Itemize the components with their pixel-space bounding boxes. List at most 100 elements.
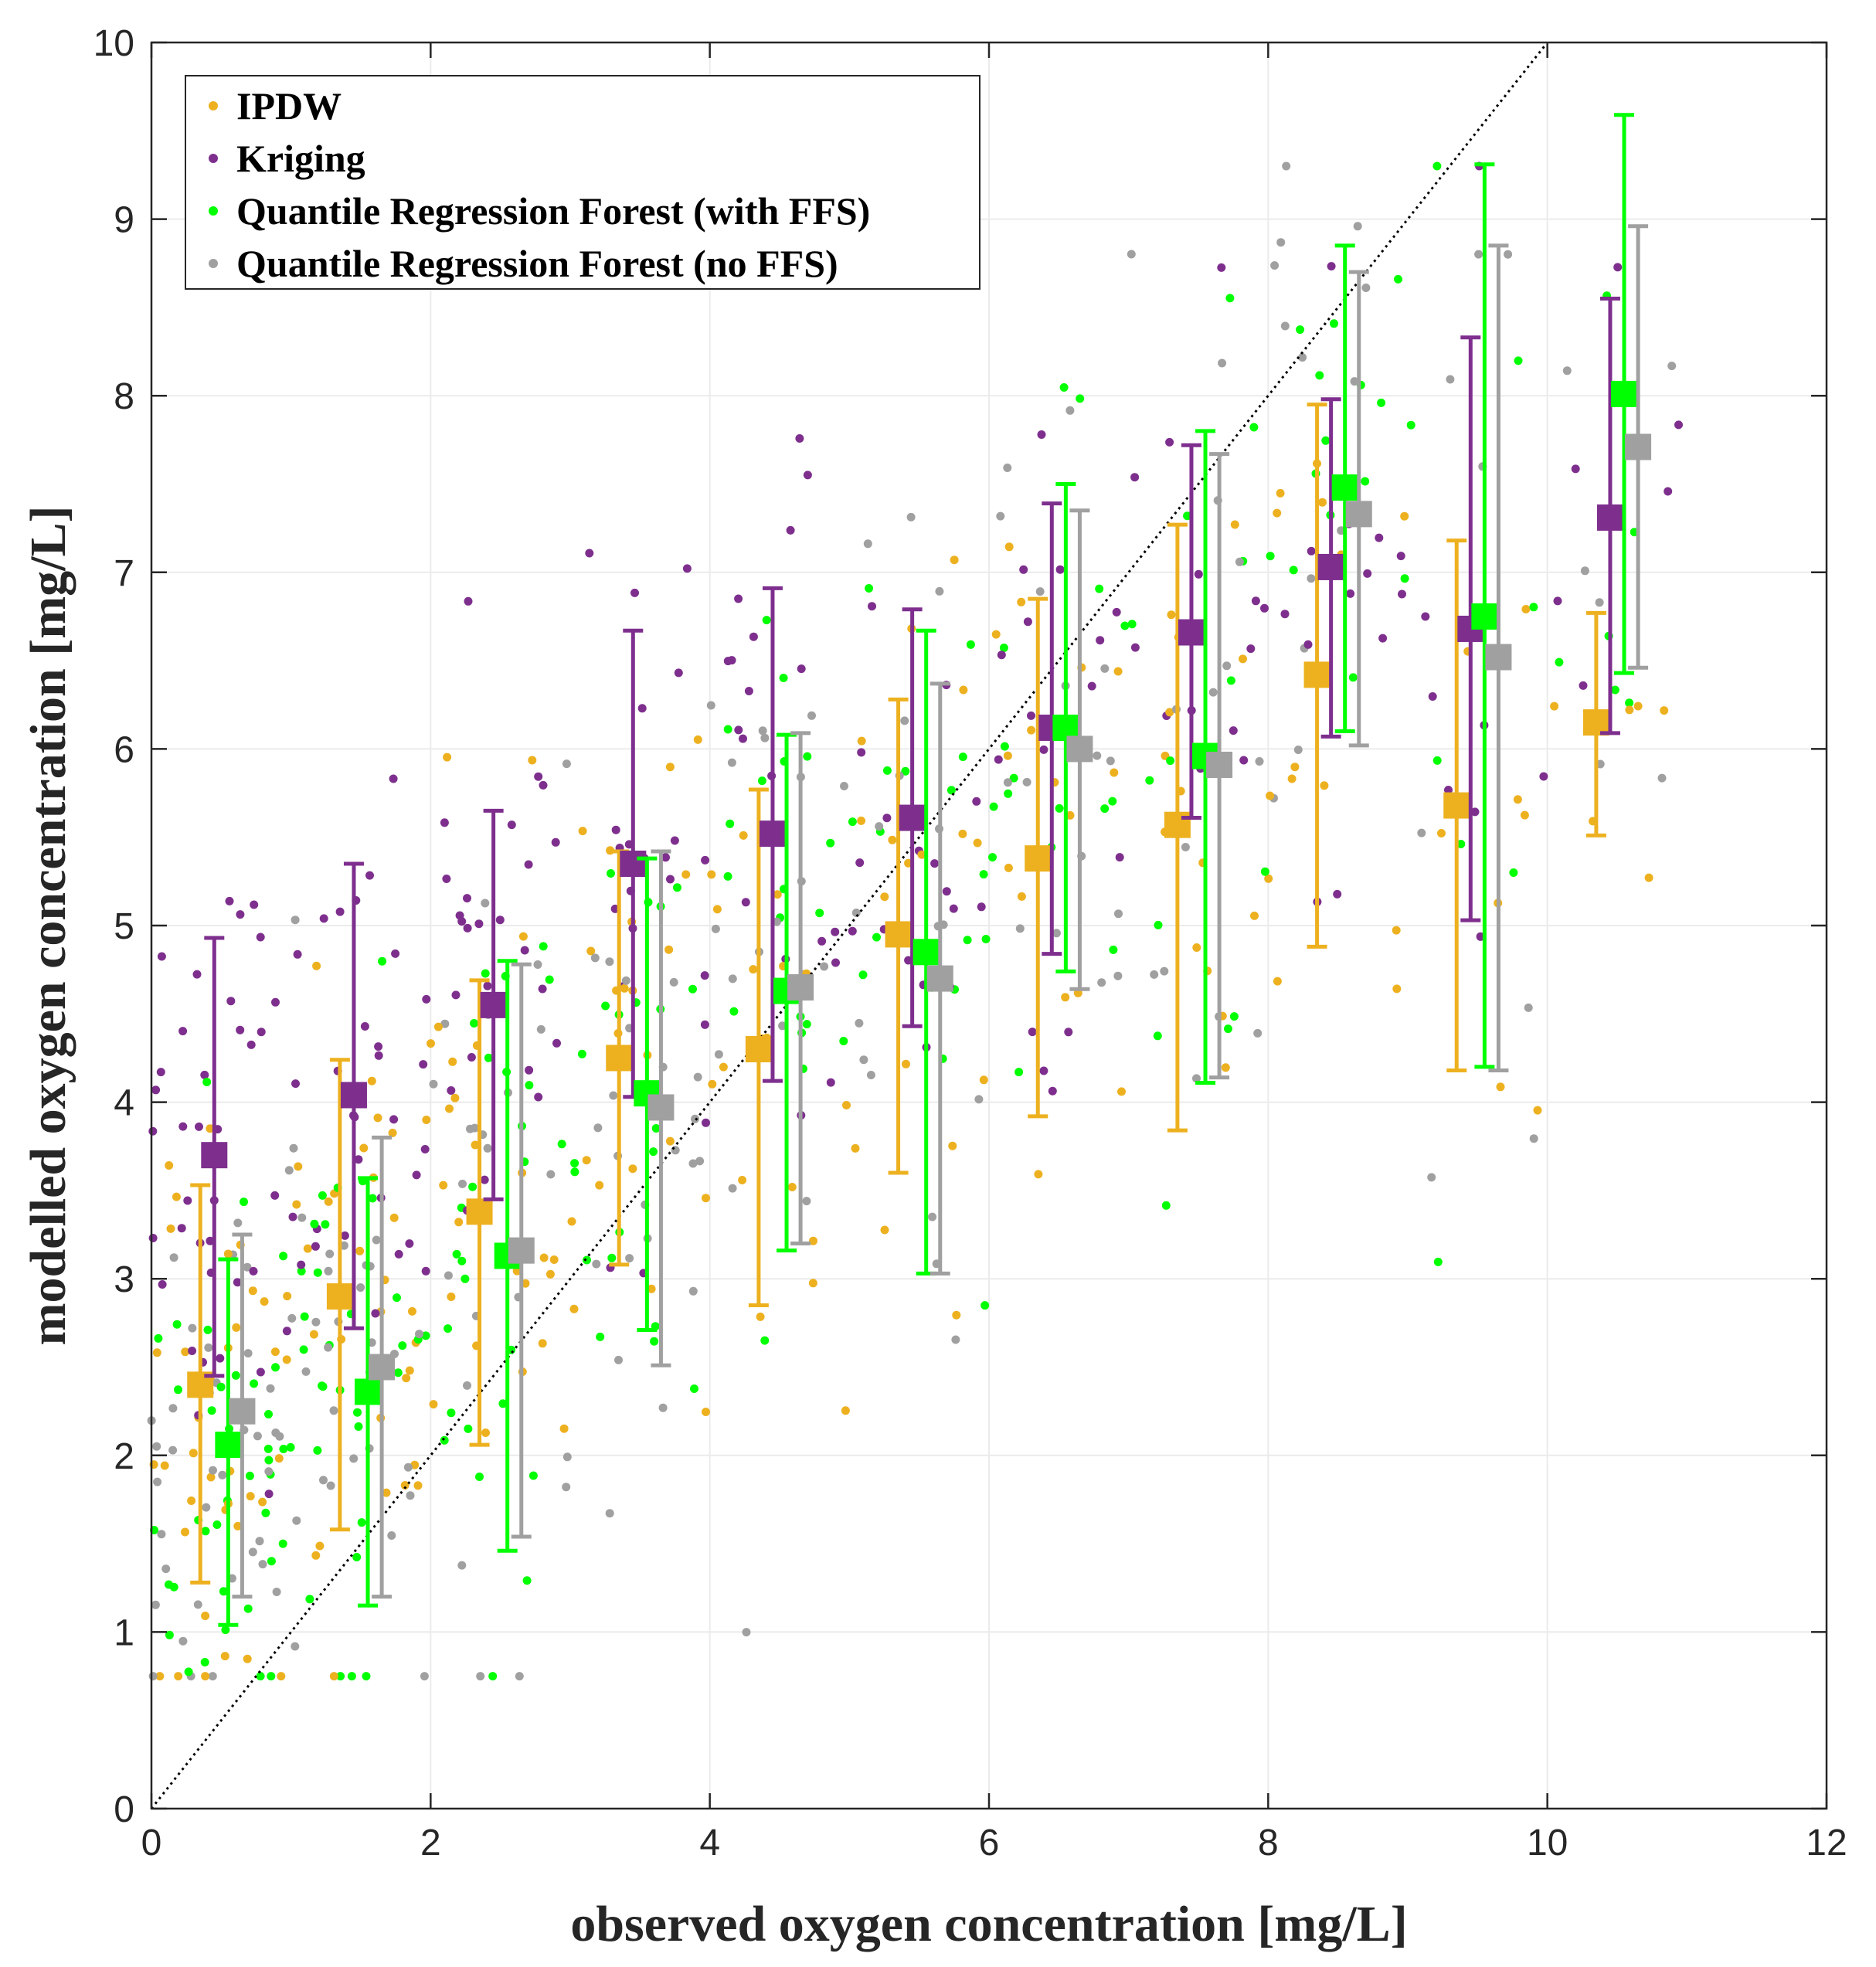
scatter-point [202,1078,212,1086]
scatter-point [208,1672,217,1681]
scatter-point [243,1262,252,1272]
scatter-point [1524,1003,1533,1012]
scatter-point [249,1266,258,1276]
scatter-point [206,1124,215,1133]
scatter-point [1657,773,1667,783]
scatter-point [803,471,812,480]
median-marker [745,1036,772,1063]
scatter-point [250,1379,259,1388]
scatter-point [734,594,743,603]
scatter-point [1161,1201,1171,1210]
median-marker [1345,501,1372,528]
scatter-point [996,511,1005,521]
scatter-point [859,1055,868,1065]
scatter-point [1396,552,1405,561]
median-marker [1625,433,1652,460]
scatter-point [723,725,732,734]
scatter-point [1377,398,1386,407]
scatter-point [586,946,596,956]
scatter-point [271,997,280,1007]
scatter-point [394,1249,403,1259]
scatter-point [1027,711,1035,720]
scatter-point [454,1218,464,1227]
scatter-point [952,1310,961,1320]
scatter-point [546,1170,556,1179]
scatter-point [448,1057,457,1066]
scatter-point [233,1218,243,1228]
scatter-point [178,1636,188,1646]
scatter-point [795,434,804,443]
scatter-point [207,1406,216,1415]
scatter-point [209,1466,217,1475]
scatter-point [628,1164,637,1174]
scatter-point [461,1274,470,1283]
scatter-point [857,816,866,825]
scatter-point [444,1324,453,1333]
scatter-point [974,1095,984,1104]
scatter-point [1456,840,1466,848]
scatter-point [216,1354,225,1363]
scatter-point [1400,511,1409,521]
y-tick-label: 7 [114,553,134,594]
scatter-point [1039,745,1048,754]
scatter-point [831,927,840,936]
scatter-point [538,984,547,994]
scatter-point [1019,565,1028,574]
scatter-point [917,850,926,859]
median-marker [1025,845,1052,872]
scatter-point [674,668,683,678]
scatter-point [545,975,554,984]
scatter-point [702,1194,710,1203]
scatter-point [682,564,692,573]
median-marker [1178,619,1205,646]
scatter-point [219,1587,228,1596]
scatter-point [549,1255,559,1264]
scatter-point [948,1141,957,1150]
scatter-point [447,1086,456,1095]
scatter-point [585,549,594,558]
median-marker [369,1354,396,1381]
scatter-point [711,924,720,933]
scatter-point [467,1053,476,1062]
scatter-point [357,1518,366,1527]
scatter-point [443,752,452,762]
scatter-point [1115,853,1124,862]
scatter-point [1229,1012,1239,1021]
scatter-point [154,1333,163,1343]
scatter-point [474,919,484,929]
scatter-point [1255,757,1264,766]
scatter-point [165,1161,174,1170]
scatter-point [1113,667,1123,676]
median-marker [759,820,786,848]
scatter-point [1296,325,1305,335]
scatter-point [815,909,824,918]
scatter-point [1239,756,1249,765]
scatter-point [738,1176,747,1184]
scatter-point [457,1256,467,1265]
scatter-point [1273,977,1282,986]
scatter-point [1017,597,1026,606]
scatter-point [1114,909,1123,919]
median-marker [1443,792,1470,819]
scatter-point [1106,756,1115,766]
scatter-point [347,1672,356,1681]
scatter-point [158,1280,167,1289]
scatter-point [442,875,451,883]
scatter-point [233,1521,243,1530]
scatter-point [559,1424,569,1433]
scatter-point [562,759,571,769]
scatter-point [609,1091,618,1100]
scatter-point [727,758,736,767]
scatter-point [630,588,639,597]
scatter-point [447,1293,456,1301]
scatter-point [1550,702,1559,711]
scatter-point [1166,756,1175,766]
scatter-point [468,1182,477,1191]
scatter-point [726,819,735,828]
legend-marker-qrf-noffs [209,259,218,268]
scatter-point [578,827,587,836]
scatter-point [256,933,265,942]
scatter-point [902,1059,910,1068]
scatter-point [882,814,892,823]
